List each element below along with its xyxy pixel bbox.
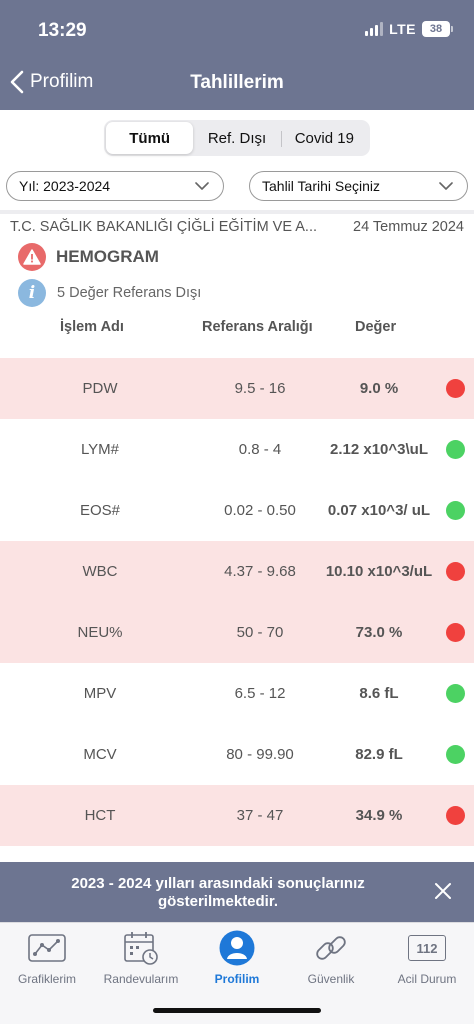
banner-text: 2023 - 2024 yılları arasındaki sonuçları… bbox=[71, 875, 365, 910]
status-dot-icon bbox=[446, 501, 465, 520]
filter-segmented-control: Tümü Ref. Dışı Covid 19 bbox=[104, 120, 370, 156]
tab-label: Profilim bbox=[214, 972, 260, 986]
signal-icon bbox=[365, 22, 384, 36]
result-value: 73.0 % bbox=[355, 624, 403, 641]
network-label: LTE bbox=[389, 21, 416, 37]
reference-range: 9.5 - 16 bbox=[234, 380, 286, 397]
tab-graphs[interactable]: Grafiklerim bbox=[0, 929, 94, 986]
status-time: 13:29 bbox=[38, 20, 87, 41]
header: 13:29 LTE 38 Profilim Tahlillerim bbox=[0, 0, 474, 110]
warning-icon bbox=[18, 243, 46, 271]
test-header: HEMOGRAM bbox=[18, 243, 159, 271]
tab-label: Acil Durum bbox=[397, 972, 457, 986]
table-row: MPV 6.5 - 12 8.6 fL bbox=[0, 663, 474, 724]
result-value: 8.6 fL bbox=[359, 685, 399, 702]
result-value: 0.07 x10^3/ uL bbox=[327, 502, 431, 519]
status-dot-icon bbox=[446, 379, 465, 398]
chevron-left-icon bbox=[10, 70, 24, 94]
test-item-name: LYM# bbox=[80, 441, 120, 458]
test-item-name: MPV bbox=[83, 685, 117, 702]
reference-range: 37 - 47 bbox=[236, 807, 284, 824]
test-item-name: EOS# bbox=[79, 502, 121, 519]
table-row: MCV 80 - 99.90 82.9 fL bbox=[0, 724, 474, 785]
chart-icon bbox=[27, 929, 67, 967]
info-icon: i bbox=[18, 279, 46, 307]
table-row: PDW 9.5 - 16 9.0 % bbox=[0, 358, 474, 419]
year-dropdown[interactable]: Yıl: 2023-2024 bbox=[6, 171, 224, 201]
reference-range: 50 - 70 bbox=[236, 624, 284, 641]
test-date-dropdown[interactable]: Tahlil Tarihi Seçiniz bbox=[249, 171, 468, 201]
tab-label: Grafiklerim bbox=[17, 972, 76, 986]
divider bbox=[0, 210, 474, 214]
results-table: PDW 9.5 - 16 9.0 % LYM# 0.8 - 4 2.12 x10… bbox=[0, 358, 474, 846]
test-item-name: WBC bbox=[82, 563, 118, 580]
segment-all[interactable]: Tümü bbox=[106, 122, 194, 154]
info-row: i 5 Değer Referans Dışı bbox=[18, 279, 201, 307]
status-dot-icon bbox=[446, 440, 465, 459]
page-title: Tahlillerim bbox=[190, 72, 284, 93]
reference-range: 80 - 99.90 bbox=[226, 746, 294, 763]
column-header-value: Değer bbox=[355, 319, 397, 335]
table-row: EOS# 0.02 - 0.50 0.07 x10^3/ uL bbox=[0, 480, 474, 541]
test-item-name: HCT bbox=[84, 807, 116, 824]
test-name: HEMOGRAM bbox=[56, 247, 159, 266]
out-of-range-summary: 5 Değer Referans Dışı bbox=[57, 285, 202, 301]
tab-bar: Grafiklerim Randevularım Profilim Güvenl… bbox=[0, 922, 474, 1024]
test-date-dropdown-value: Tahlil Tarihi Seçiniz bbox=[262, 178, 381, 194]
hospital-name: T.C. SAĞLIK BAKANLIĞI ÇİĞLİ EĞİTİM VE A.… bbox=[10, 219, 318, 235]
column-header-reference: Referans Aralığı bbox=[202, 319, 313, 335]
test-item-name: MCV bbox=[83, 746, 117, 763]
reference-range: 4.37 - 9.68 bbox=[224, 563, 296, 580]
back-label: Profilim bbox=[30, 71, 94, 92]
chevron-down-icon bbox=[195, 182, 209, 190]
tab-appointments[interactable]: Randevularım bbox=[94, 929, 188, 986]
home-indicator bbox=[153, 1008, 321, 1013]
report-date: 24 Temmuz 2024 bbox=[353, 219, 464, 235]
segment-covid[interactable]: Covid 19 bbox=[280, 122, 368, 154]
result-value: 34.9 % bbox=[355, 807, 403, 824]
link-icon bbox=[313, 929, 349, 967]
table-row: NEU% 50 - 70 73.0 % bbox=[0, 602, 474, 663]
chevron-down-icon bbox=[439, 182, 453, 190]
tab-label: Güvenlik bbox=[307, 972, 355, 986]
year-dropdown-value: Yıl: 2023-2024 bbox=[19, 178, 111, 194]
status-dot-icon bbox=[446, 623, 465, 642]
info-banner: 2023 - 2024 yılları arasındaki sonuçları… bbox=[0, 862, 474, 922]
result-value: 9.0 % bbox=[359, 380, 399, 397]
emergency-112-icon: 112 bbox=[408, 929, 446, 967]
segment-out-of-range[interactable]: Ref. Dışı bbox=[207, 129, 267, 147]
status-dot-icon bbox=[446, 745, 465, 764]
profile-icon bbox=[218, 929, 256, 967]
reference-range: 6.5 - 12 bbox=[234, 685, 286, 702]
result-value: 82.9 fL bbox=[355, 746, 403, 763]
test-item-name: NEU% bbox=[77, 624, 123, 641]
reference-range: 0.02 - 0.50 bbox=[224, 502, 296, 519]
close-icon[interactable] bbox=[434, 882, 452, 900]
test-item-name: PDW bbox=[82, 380, 118, 397]
table-row: HCT 37 - 47 34.9 % bbox=[0, 785, 474, 846]
table-row: WBC 4.37 - 9.68 10.10 x10^3/uL bbox=[0, 541, 474, 602]
tab-security[interactable]: Güvenlik bbox=[284, 929, 378, 986]
battery-icon: 38 bbox=[422, 21, 453, 37]
status-dot-icon bbox=[446, 562, 465, 581]
tab-emergency[interactable]: 112 Acil Durum bbox=[380, 929, 474, 986]
status-dot-icon bbox=[446, 684, 465, 703]
status-dot-icon bbox=[446, 806, 465, 825]
tab-label: Randevularım bbox=[103, 972, 179, 986]
status-indicators: LTE 38 bbox=[365, 21, 453, 37]
column-header-name: İşlem Adı bbox=[60, 319, 124, 335]
back-button[interactable]: Profilim bbox=[10, 70, 93, 94]
reference-range: 0.8 - 4 bbox=[238, 441, 282, 458]
calendar-icon bbox=[122, 929, 160, 967]
result-value: 2.12 x10^3\uL bbox=[330, 441, 428, 458]
tab-profile[interactable]: Profilim bbox=[190, 929, 284, 986]
result-value: 10.10 x10^3/uL bbox=[325, 563, 433, 580]
table-row: LYM# 0.8 - 4 2.12 x10^3\uL bbox=[0, 419, 474, 480]
